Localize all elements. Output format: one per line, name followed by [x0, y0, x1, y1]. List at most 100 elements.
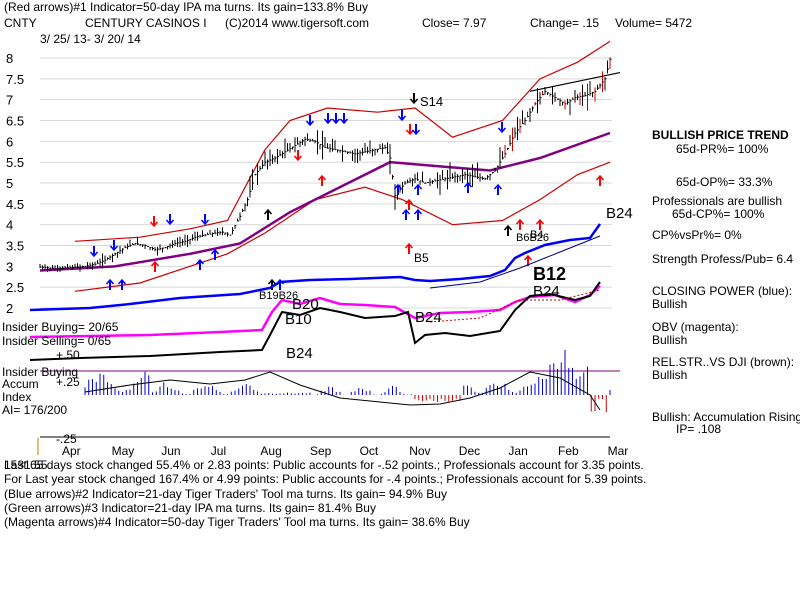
trendline [529, 71, 621, 92]
annotation-b12: B12 [533, 264, 567, 284]
signal-arrow [595, 174, 605, 186]
ip-value: IP= .108 [676, 422, 722, 436]
arrow-head [165, 219, 175, 226]
arrow-head [535, 218, 545, 225]
closing-power-status: Bullish [652, 297, 688, 311]
arrow-head [293, 155, 303, 162]
signal-arrow [331, 113, 341, 125]
annotation-b5: B5 [414, 251, 429, 265]
signal-arrow [109, 240, 119, 252]
x-tick-label: Feb [558, 444, 579, 458]
signal-arrow [195, 258, 205, 270]
arrow-head [595, 174, 605, 181]
signal-arrow [404, 198, 414, 210]
signal-arrow [497, 122, 507, 134]
y-tick-label: 6 [6, 134, 13, 149]
copyright-site: (C)2014 www.tigersoft.com [225, 16, 370, 30]
arrow-head [401, 208, 411, 215]
accum-ma-line [84, 371, 601, 411]
footer-line-2: For Last year stock changed 167.4% or 4.… [4, 472, 647, 486]
obv-line [29, 285, 601, 339]
accum-plus25: +.25 [56, 375, 80, 389]
annotation-b24-mid: B24 [533, 283, 560, 300]
arrow-head [267, 278, 277, 285]
price-bands [74, 40, 611, 292]
signal-arrow [149, 216, 159, 228]
pr-value: 65d-PR%= 100% [676, 142, 769, 156]
arrow-head [331, 118, 341, 125]
x-tick-label: Aug [260, 444, 281, 458]
strength-ratio: Strength Profess/Pub= 6.4 [652, 252, 794, 266]
arrow-head [195, 258, 205, 265]
arrow-head [463, 181, 473, 188]
arrow-head [105, 278, 115, 285]
annotation-b24-low: B24 [286, 345, 313, 362]
lower-band-line [74, 161, 611, 292]
y-tick-label: 6.5 [6, 114, 24, 129]
x-tick-label: Dec [459, 444, 480, 458]
y-tick-label: 4.5 [6, 197, 24, 212]
close-value: Close= 7.97 [422, 16, 487, 30]
insider-buying-label: Insider Buying [2, 365, 79, 379]
arrow-head [413, 183, 423, 190]
arrow-head [117, 278, 127, 285]
ticker-symbol: CNTY [4, 16, 37, 30]
signal-arrow [515, 218, 525, 230]
professionals-status: Professionals are bullish [652, 194, 783, 208]
obv-dotted-ma [429, 289, 601, 323]
op-value: 65d-OP%= 33.3% [676, 175, 773, 189]
signal-arrow [397, 110, 407, 122]
y-tick-label: 2.5 [6, 280, 24, 295]
x-tick-label: May [112, 444, 135, 458]
upper-band-line [74, 40, 611, 242]
annotation-s14: S14 [420, 94, 444, 109]
change-value: Change= .15 [530, 16, 600, 30]
arrow-head [317, 174, 327, 181]
arrow-head [323, 118, 333, 125]
accumulation-status: Bullish: Accumulation Rising [652, 410, 800, 424]
arrow-head [109, 245, 119, 252]
arrow-head [305, 120, 315, 127]
arrow-head [515, 218, 525, 225]
cp-value: 65d-CP%= 100% [672, 207, 765, 221]
signal-arrow [503, 224, 513, 236]
annotation-b6b26: B6B26 [516, 232, 550, 244]
arrow-head [393, 183, 403, 190]
accum-plus50: +.50 [56, 348, 80, 362]
annotation-b4: B4 [530, 229, 544, 241]
signal-arrow [411, 124, 421, 136]
arrow-head [89, 251, 99, 258]
y-tick-label: 8 [6, 51, 13, 66]
x-tick-label: Oct [360, 444, 379, 458]
arrow-head [409, 98, 419, 105]
rel-strength-label: REL.STR..VS DJI (brown): [652, 355, 795, 369]
footer-overlay-number: 1531.55 [4, 458, 48, 472]
x-tick-label: Jun [161, 444, 180, 458]
signal-arrow [263, 208, 273, 220]
trend-title: BULLISH PRICE TREND [652, 128, 789, 142]
signal-arrow [493, 183, 503, 195]
signal-arrow [535, 218, 545, 230]
footer-line-5: (Magenta arrows)#4 Indicator=50-day Tige… [4, 515, 470, 529]
signal-arrow [293, 150, 303, 162]
footer-line-1: Last 65 days stock changed 55.4% or 2.83… [4, 458, 644, 472]
signal-arrow [409, 93, 419, 105]
signal-arrow [404, 242, 414, 254]
obv-status: Bullish [652, 333, 688, 347]
signal-arrow [200, 214, 210, 226]
y-tick-label: 3.5 [6, 239, 24, 254]
arrow-head [210, 248, 220, 255]
arrow-head [339, 118, 349, 125]
signal-arrow [413, 183, 423, 195]
arrow-head [404, 242, 414, 249]
moving-average-line [39, 131, 611, 272]
arrow-head [397, 115, 407, 122]
arrow-head [503, 224, 513, 231]
signal-arrow [323, 113, 333, 125]
accumulation-index-bars [84, 349, 611, 413]
arrow-head [149, 221, 159, 228]
signal-arrow [317, 174, 327, 186]
arrow-head [413, 208, 423, 215]
arrow-head [150, 260, 160, 267]
